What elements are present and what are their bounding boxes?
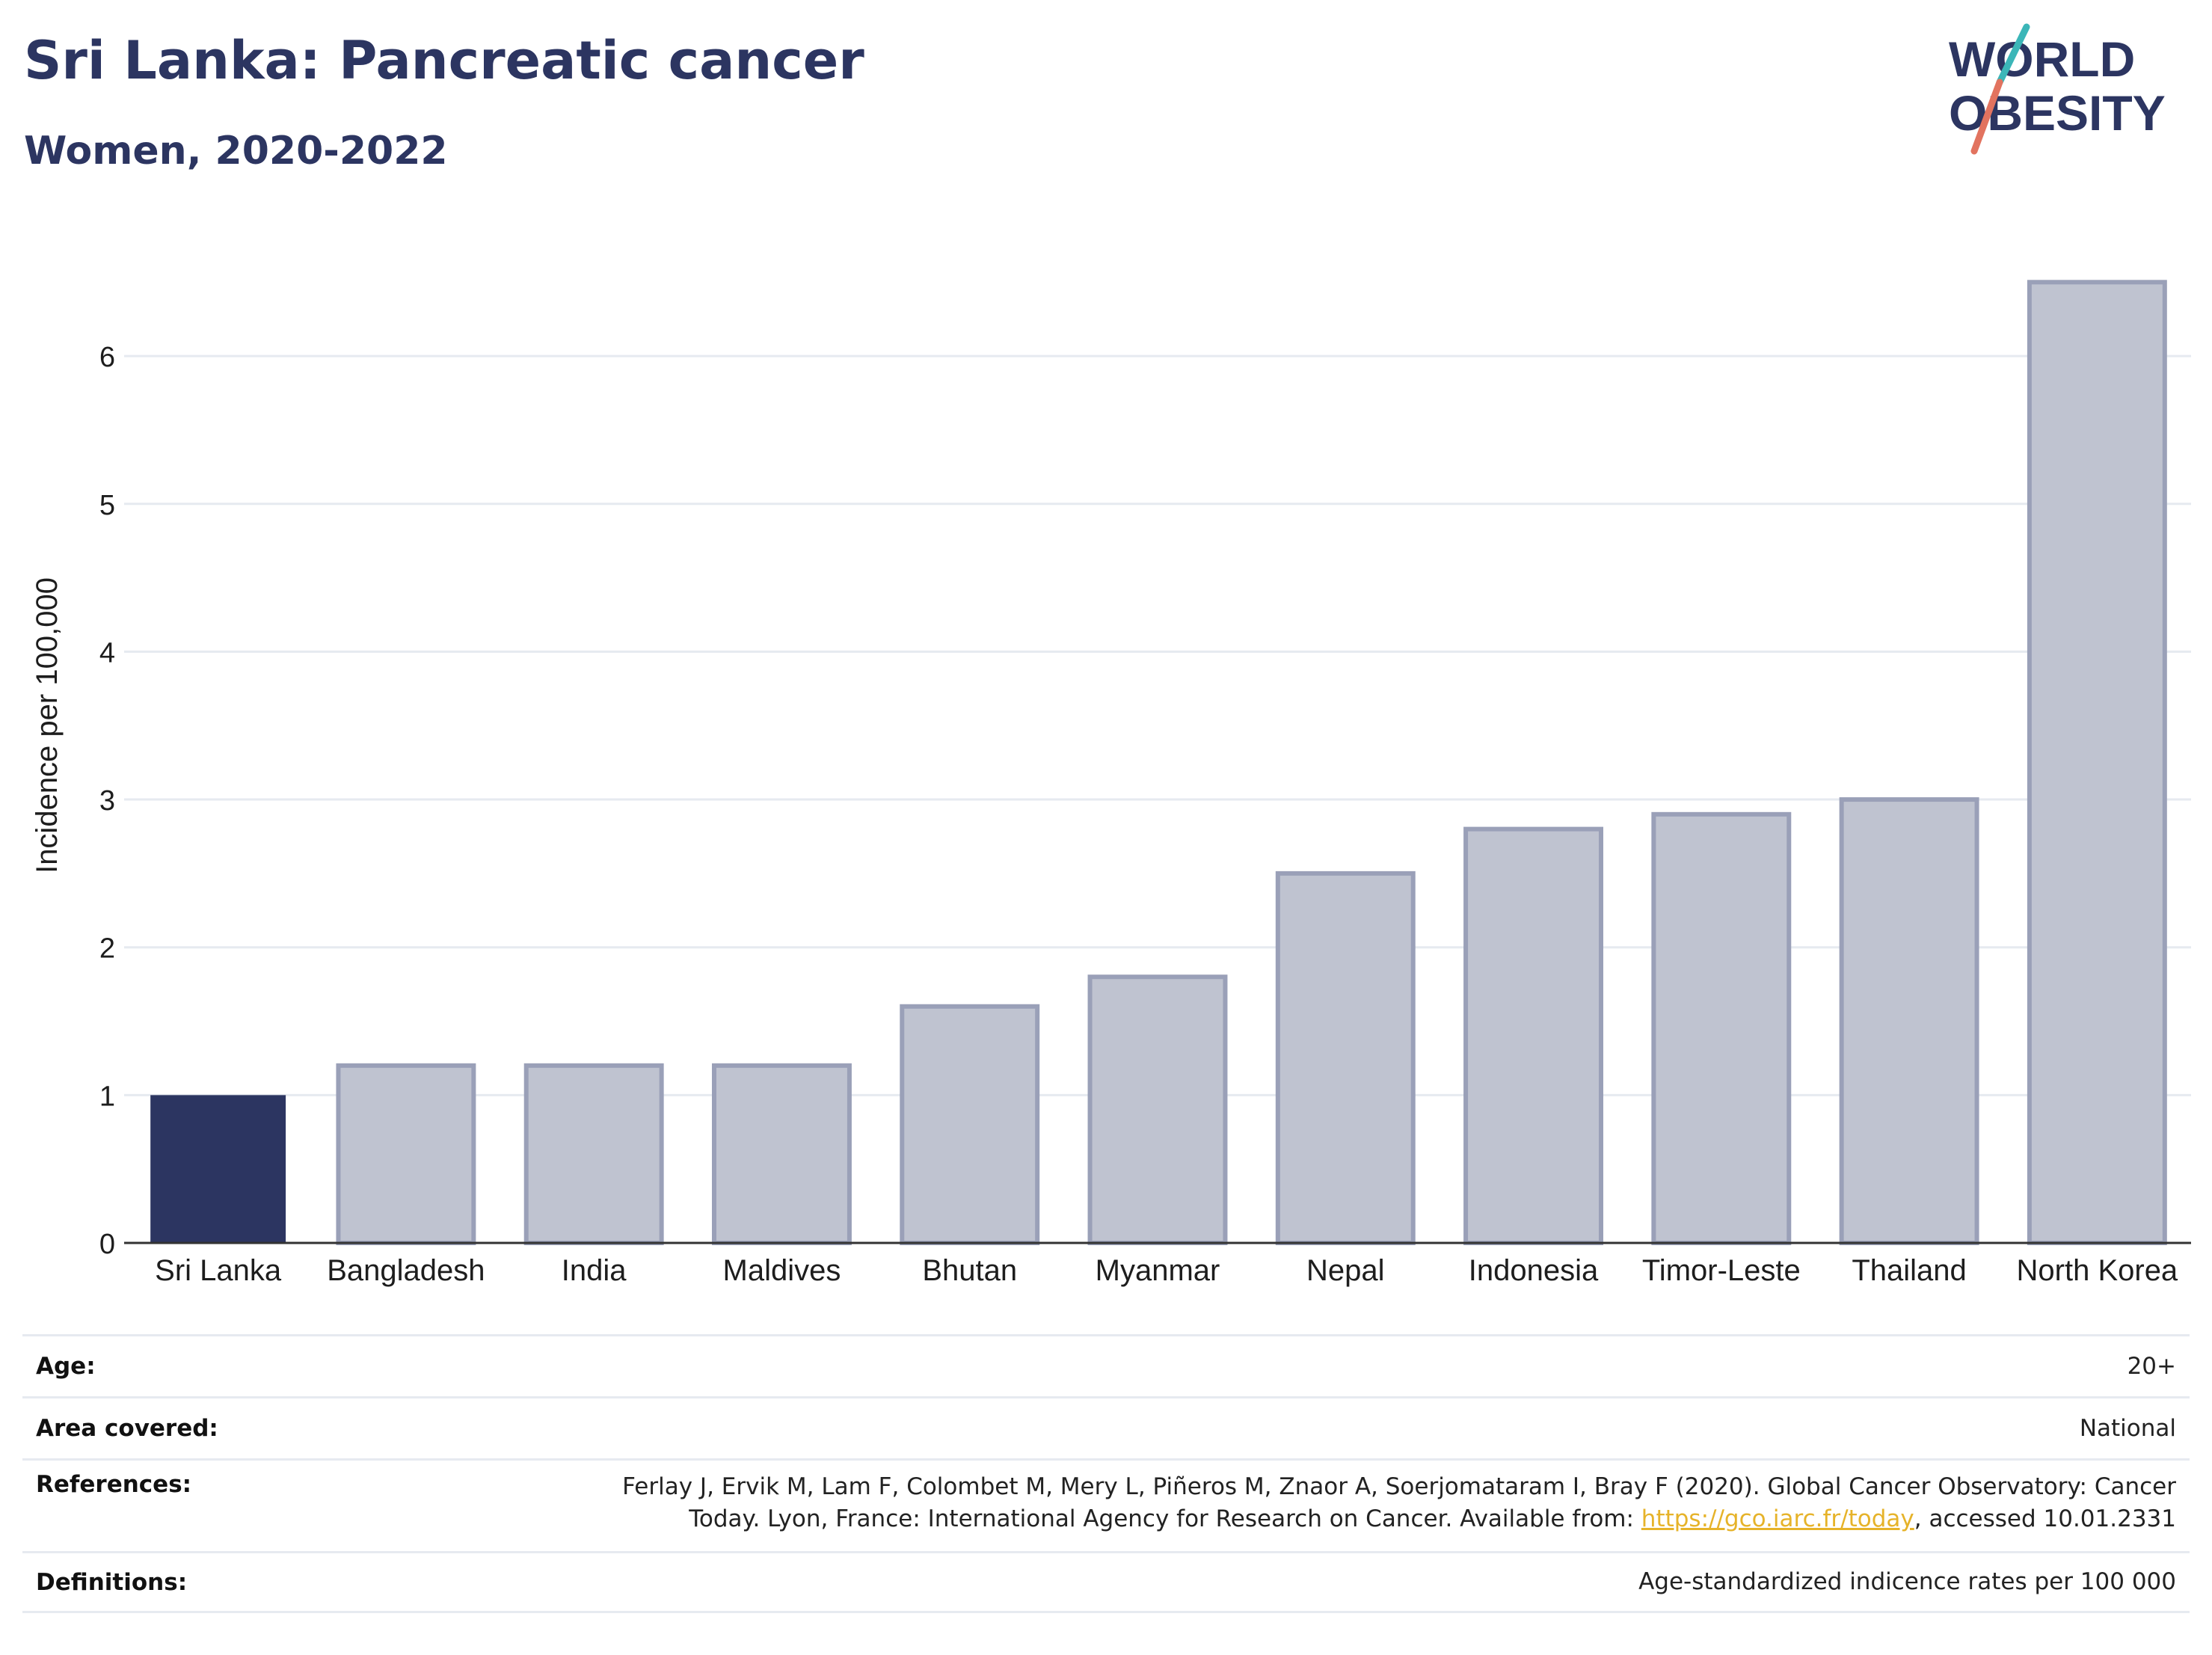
bar-thailand — [1839, 797, 1979, 1245]
bar-bhutan — [900, 1004, 1040, 1245]
bar-bangladesh — [336, 1063, 476, 1245]
references-value: Ferlay J, Ervik M, Lam F, Colombet M, Me… — [622, 1471, 2176, 1535]
x-tick-label: India — [562, 1254, 627, 1287]
logo-slash-coral — [1970, 79, 2003, 155]
x-tick-label: Bangladesh — [327, 1254, 485, 1287]
x-tick-label: Maldives — [723, 1254, 841, 1287]
area-label: Area covered: — [36, 1415, 218, 1442]
y-tick-label: 5 — [99, 490, 115, 521]
metadata-table: Age: 20+ Area covered: National Referenc… — [22, 1334, 2190, 1613]
world-obesity-logo: WORLD OBESITY — [1949, 23, 2166, 155]
y-tick-label: 2 — [99, 933, 115, 965]
meta-row-area: Area covered: National — [22, 1396, 2190, 1458]
references-line1: Ferlay J, Ervik M, Lam F, Colombet M, Me… — [622, 1473, 2176, 1500]
bar-nepal — [1275, 871, 1416, 1245]
meta-row-age: Age: 20+ — [22, 1334, 2190, 1396]
bars — [150, 280, 2167, 1246]
chart-subtitle: Women, 2020-2022 — [24, 129, 448, 174]
x-tick-label: Thailand — [1852, 1254, 1966, 1287]
chart-title: Sri Lanka: Pancreatic cancer — [24, 30, 864, 91]
y-tick-label: 3 — [99, 785, 115, 817]
x-tick-label: Sri Lanka — [155, 1254, 282, 1287]
bar-maldives — [711, 1063, 852, 1245]
y-tick-label: 1 — [99, 1081, 115, 1112]
x-tick-label: North Korea — [2017, 1254, 2178, 1287]
meta-row-references: References: Ferlay J, Ervik M, Lam F, Co… — [22, 1458, 2190, 1551]
logo-line1: WORLD — [1949, 31, 2135, 87]
x-tick-label: Timor-Leste — [1642, 1254, 1801, 1287]
y-tick-label: 0 — [99, 1229, 115, 1260]
x-tick-label: Nepal — [1306, 1254, 1385, 1287]
axes: 0 1 2 3 4 5 6 Sri Lanka Bangladesh India Maldives B… — [99, 342, 2191, 1287]
bar-myanmar — [1087, 974, 1228, 1246]
references-line2-post: , accessed 10.01.2331 — [1914, 1505, 2176, 1532]
definitions-label: Definitions: — [36, 1568, 188, 1596]
logo-slash-teal — [1996, 23, 2030, 86]
x-tick-label: Myanmar — [1096, 1254, 1220, 1287]
bar-sri-lanka — [150, 1095, 286, 1243]
meta-row-definitions: Definitions: Age-standardized indicence … — [22, 1551, 2190, 1613]
area-value: National — [2079, 1414, 2176, 1442]
references-label: References: — [36, 1471, 192, 1498]
bar-indonesia — [1463, 826, 1604, 1245]
x-tick-label: Indonesia — [1469, 1254, 1599, 1287]
y-axis-label: Incidence per 100,000 — [31, 577, 64, 873]
age-label: Age: — [36, 1353, 96, 1380]
bar-india — [523, 1063, 664, 1245]
bar-timor-leste — [1651, 811, 1792, 1245]
x-tick-label: Bhutan — [922, 1254, 1017, 1287]
references-link[interactable]: https://gco.iarc.fr/today — [1641, 1505, 1914, 1532]
definitions-value: Age-standardized indicence rates per 100… — [1638, 1568, 2176, 1595]
references-line2-pre: Today. Lyon, France: International Agenc… — [689, 1505, 1641, 1532]
age-value: 20+ — [2127, 1352, 2176, 1380]
y-tick-label: 6 — [99, 342, 115, 373]
y-tick-label: 4 — [99, 637, 115, 669]
bar-chart: 0 1 2 3 4 5 6 Sri Lanka Bangladesh India Maldives B… — [31, 280, 2191, 1287]
bar-north-korea — [2027, 280, 2167, 1246]
